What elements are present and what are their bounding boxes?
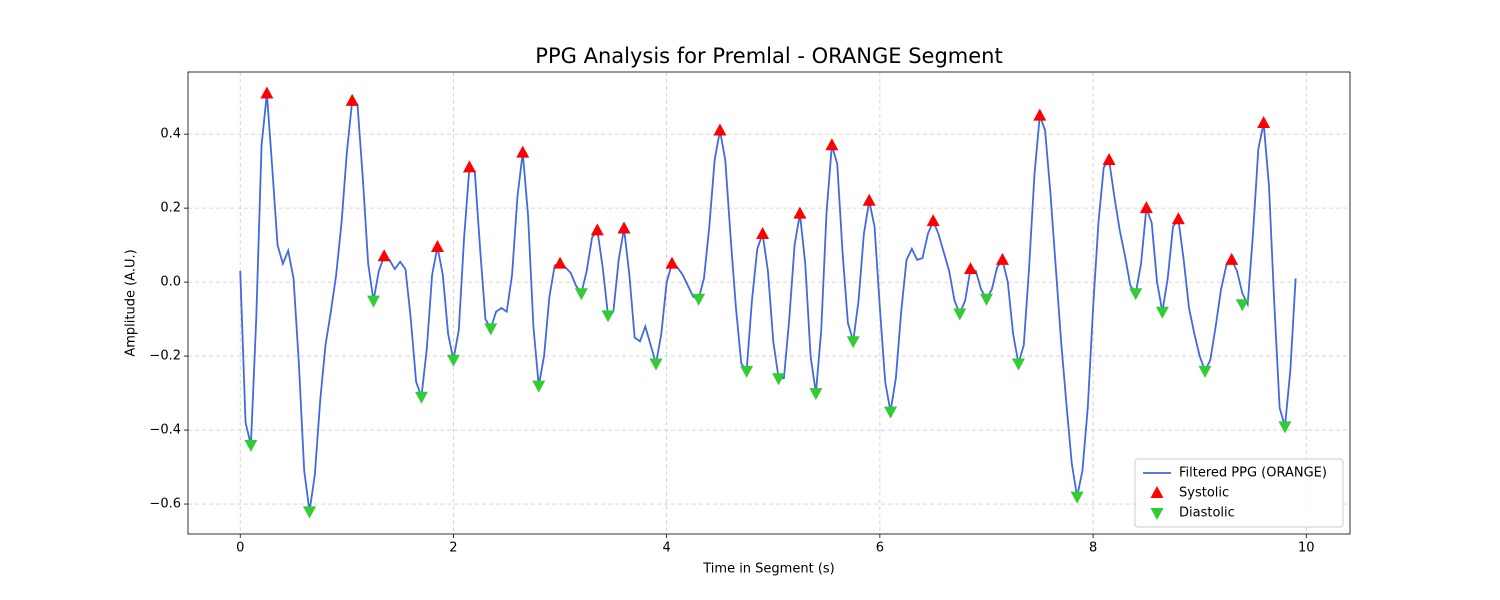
x-tick-label: 6 <box>876 541 884 556</box>
marker <box>1011 358 1025 371</box>
marker <box>1278 421 1292 434</box>
marker <box>926 214 940 227</box>
marker <box>553 256 567 269</box>
marker <box>617 221 631 234</box>
marker <box>1139 201 1153 214</box>
marker <box>756 227 770 240</box>
x-tick-label: 0 <box>236 541 244 556</box>
marker <box>430 239 444 252</box>
legend-marker <box>1150 486 1164 498</box>
legend-box <box>1134 458 1344 528</box>
marker <box>953 308 967 321</box>
y-tick-label: 0.4 <box>160 127 181 142</box>
marker <box>1102 153 1116 166</box>
marker <box>1155 306 1169 319</box>
marker <box>713 123 727 136</box>
marker <box>665 256 679 269</box>
marker <box>884 406 898 419</box>
x-axis-label: Time in Segment (s) <box>702 562 834 577</box>
marker <box>303 506 317 519</box>
marker <box>260 86 274 99</box>
marker <box>1070 491 1084 504</box>
legend-marker <box>1150 508 1164 520</box>
y-tick-label: −0.4 <box>149 423 181 438</box>
marker <box>462 160 476 173</box>
marker <box>574 288 588 301</box>
marker <box>345 93 359 106</box>
marker <box>846 336 860 349</box>
marker <box>1129 288 1143 301</box>
marker <box>601 310 615 323</box>
marker <box>979 293 993 306</box>
marker <box>244 439 258 452</box>
x-tick-label: 8 <box>1089 541 1097 556</box>
marker <box>1235 299 1249 312</box>
marker <box>649 358 663 371</box>
legend-label: Filtered PPG (ORANGE) <box>1179 466 1327 481</box>
marker <box>1257 116 1271 129</box>
marker <box>793 206 807 219</box>
y-tick-label: 0.0 <box>160 275 181 290</box>
marker <box>862 193 876 206</box>
chart-title: PPG Analysis for Premlal - ORANGE Segmen… <box>535 44 1002 68</box>
y-tick-label: −0.2 <box>149 349 181 364</box>
marker <box>963 262 977 275</box>
marker <box>1225 252 1239 265</box>
marker <box>414 391 428 404</box>
x-tick-label: 2 <box>449 541 457 556</box>
marker <box>377 249 391 262</box>
legend-label: Systolic <box>1179 486 1229 501</box>
marker <box>692 293 706 306</box>
data-line <box>239 93 1297 512</box>
marker <box>484 323 498 336</box>
marker <box>772 373 786 386</box>
y-axis-label: Amplitude (A.U.) <box>124 249 139 356</box>
marker <box>366 295 380 308</box>
marker <box>590 223 604 236</box>
marker <box>516 145 530 158</box>
x-tick-label: 4 <box>663 541 671 556</box>
y-tick-label: −0.6 <box>149 497 181 512</box>
marker <box>1033 108 1047 121</box>
marker <box>809 388 823 401</box>
marker <box>995 252 1009 265</box>
legend-label: Diastolic <box>1179 506 1235 521</box>
plot-frame <box>187 71 1351 535</box>
marker <box>740 365 754 378</box>
marker <box>825 138 839 151</box>
x-tick-label: 10 <box>1298 541 1315 556</box>
y-tick-label: 0.2 <box>160 201 181 216</box>
marker <box>532 380 546 393</box>
marker <box>1171 212 1185 225</box>
marker <box>446 354 460 367</box>
marker <box>1198 365 1212 378</box>
